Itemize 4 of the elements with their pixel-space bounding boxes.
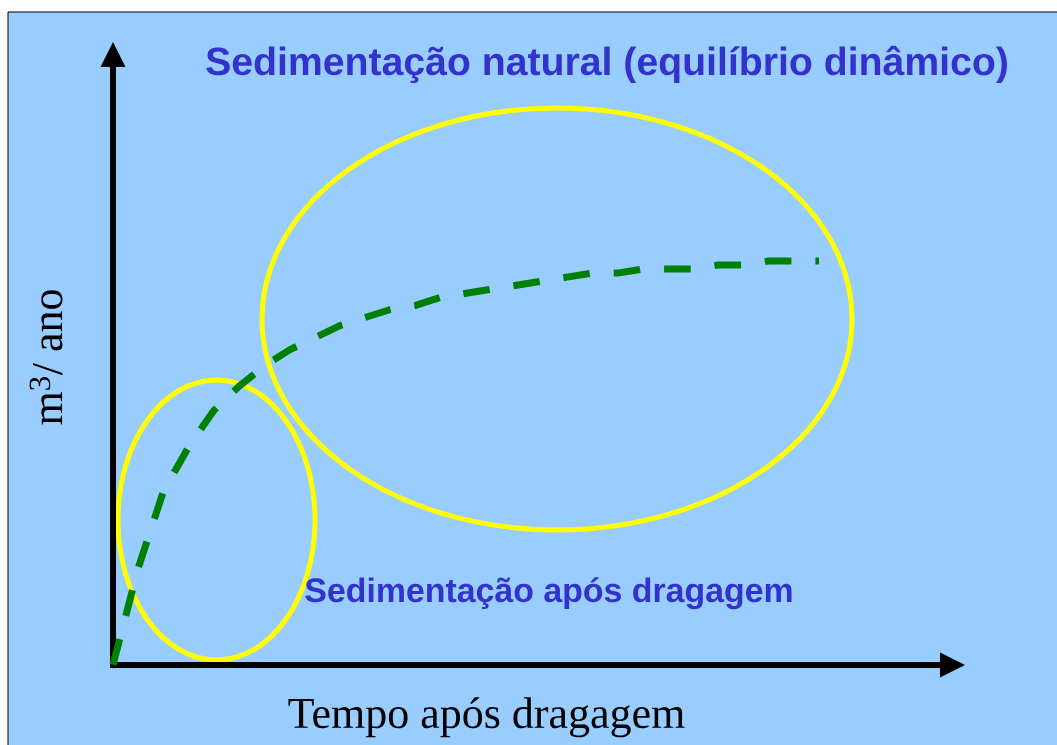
annotation: Sedimentação após dragagem	[305, 577, 792, 610]
text: Sedimentação natural (equilíbrio dinâmico)	[206, 45, 1007, 84]
y-axis-title: m$^{3}$/ ano	[29, 290, 63, 425]
x-axis-title: Tempo após dragagem	[288, 697, 685, 738]
